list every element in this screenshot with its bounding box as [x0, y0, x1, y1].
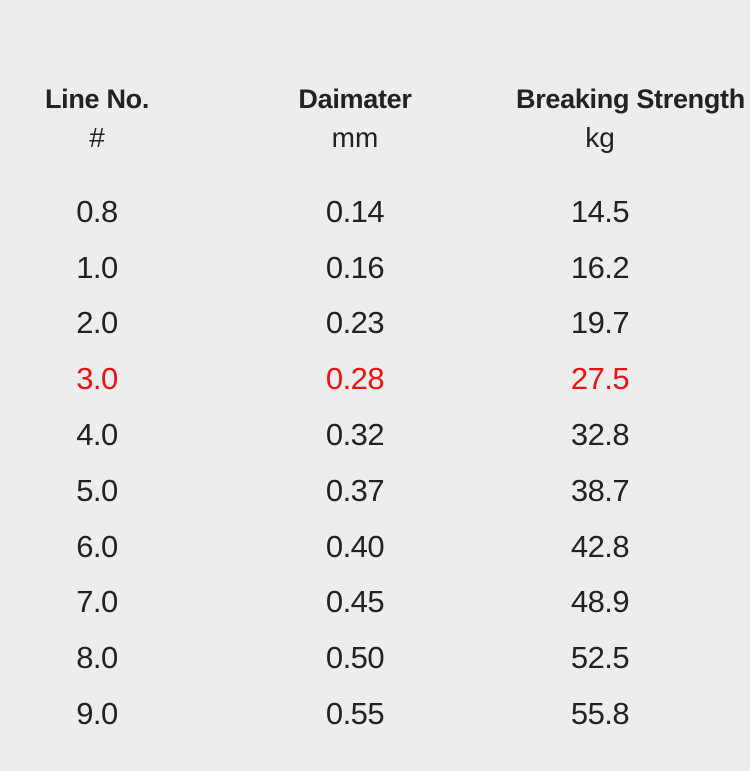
table-cell-breaking-strength-kg: 38.7: [570, 472, 630, 508]
table-row: 6.0 0.40 42.8: [0, 519, 684, 575]
table-row: 4.0 0.32 32.8: [0, 407, 684, 463]
table-row: 7.0 0.45 48.9: [0, 575, 684, 631]
table-cell-diameter-mm: 0.14: [325, 193, 385, 229]
table-cell-diameter-mm: 0.16: [325, 249, 385, 285]
table-cell-line-no: 1.0: [76, 249, 118, 285]
table-row: 2.0 0.23 19.7: [0, 296, 684, 352]
table-row: 3.0 0.28 27.5: [0, 351, 684, 407]
table-cell-breaking-strength-kg: 19.7: [570, 305, 630, 341]
table-cell-diameter-mm: 0.28: [325, 361, 385, 397]
table-row: 8.0 0.50 52.5: [0, 630, 684, 686]
table-cell-diameter-mm: 0.55: [325, 696, 385, 732]
table-header-row: Line No. Daimater Breaking Strength: [0, 80, 745, 118]
unit-label-kg: kg: [585, 122, 615, 153]
table-cell-breaking-strength-kg: 14.5: [570, 193, 630, 229]
spec-table: Line No. Daimater Breaking Strength # mm…: [0, 80, 745, 742]
column-header-breaking-strength: Breaking Strength: [516, 84, 745, 114]
table-body: 0.8 0.14 14.5 1.0 0.16 16.2 2.0 0.23 19.7 3.0 0.28…: [0, 184, 684, 742]
column-header-diameter: Daimater: [298, 84, 412, 114]
table-cell-diameter-mm: 0.32: [325, 417, 385, 453]
table-cell-breaking-strength-kg: 42.8: [570, 528, 630, 564]
table-row: 1.0 0.16 16.2: [0, 240, 684, 296]
table-cell-line-no: 7.0: [76, 584, 118, 620]
table-cell-diameter-mm: 0.40: [325, 528, 385, 564]
column-header-line-no: Line No.: [44, 84, 150, 114]
table-cell-diameter-mm: 0.37: [325, 472, 385, 508]
table-row: 5.0 0.37 38.7: [0, 463, 684, 519]
table-cell-breaking-strength-kg: 55.8: [570, 696, 630, 732]
table-cell-line-no: 8.0: [76, 640, 118, 676]
table-cell-line-no: 5.0: [76, 472, 118, 508]
table-cell-breaking-strength-kg: 48.9: [570, 584, 630, 620]
unit-label-mm: mm: [331, 122, 379, 153]
unit-label-number: #: [89, 122, 105, 153]
table-cell-breaking-strength-kg: 16.2: [570, 249, 630, 285]
table-units-row: # mm kg: [0, 118, 684, 158]
table-cell-line-no: 6.0: [76, 528, 118, 564]
table-cell-line-no: 4.0: [76, 417, 118, 453]
table-cell-diameter-mm: 0.45: [325, 584, 385, 620]
table-cell-line-no: 3.0: [76, 361, 118, 397]
table-cell-breaking-strength-kg: 32.8: [570, 417, 630, 453]
table-cell-breaking-strength-kg: 27.5: [570, 361, 630, 397]
table-cell-line-no: 0.8: [76, 193, 118, 229]
table-cell-diameter-mm: 0.23: [325, 305, 385, 341]
table-row: 9.0 0.55 55.8: [0, 686, 684, 742]
table-cell-line-no: 2.0: [76, 305, 118, 341]
table-cell-line-no: 9.0: [76, 696, 118, 732]
table-row: 0.8 0.14 14.5: [0, 184, 684, 240]
table-cell-diameter-mm: 0.50: [325, 640, 385, 676]
table-cell-breaking-strength-kg: 52.5: [570, 640, 630, 676]
